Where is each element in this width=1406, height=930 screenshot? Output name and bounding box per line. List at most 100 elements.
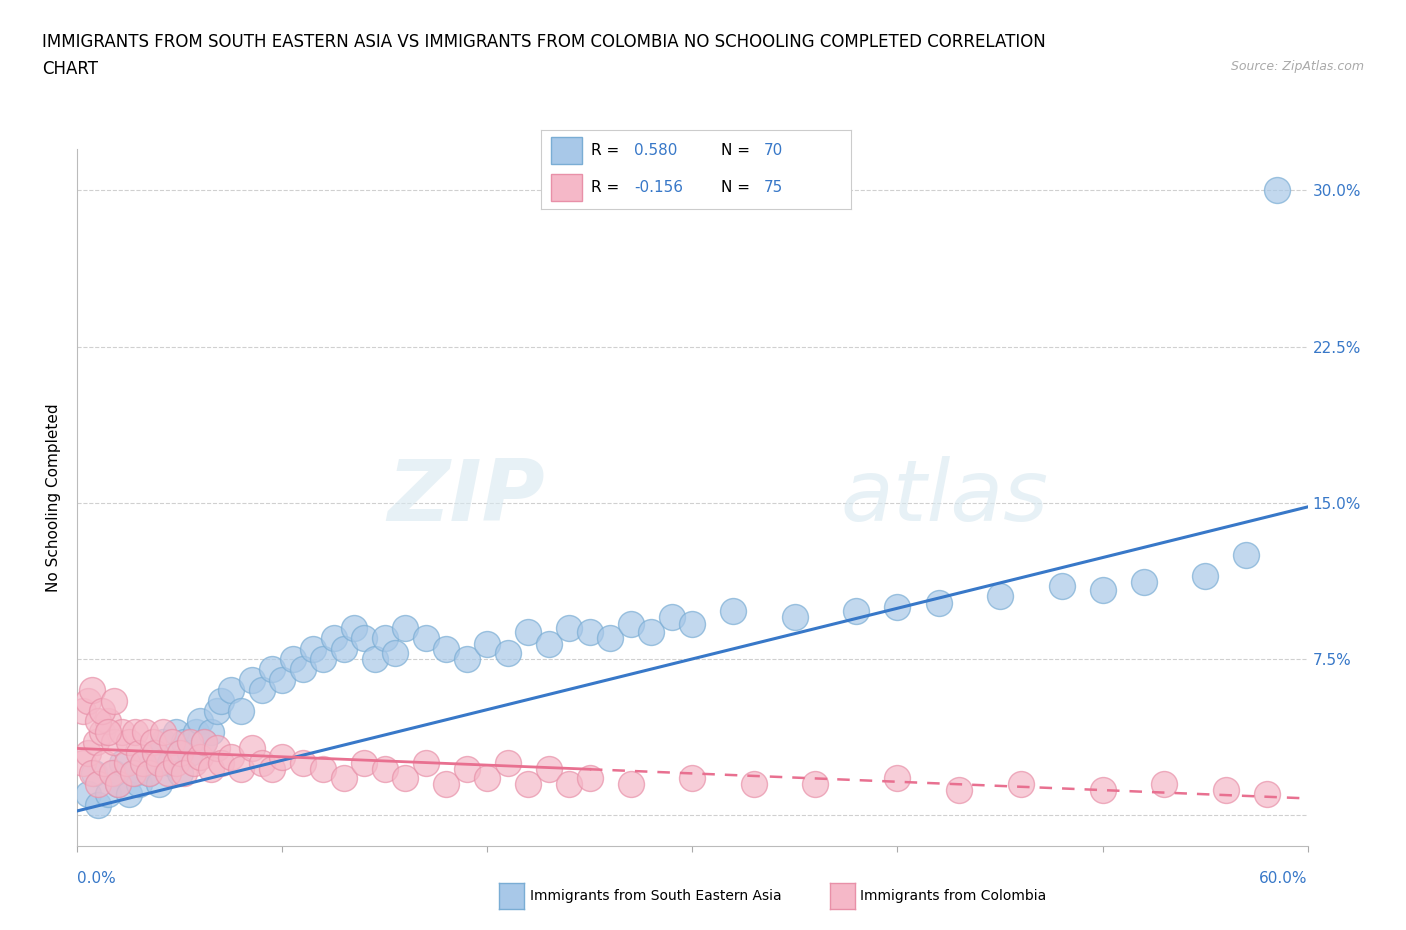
Point <box>394 770 416 785</box>
Point <box>333 641 356 656</box>
Point <box>128 777 150 791</box>
Point <box>1153 777 1175 791</box>
Point <box>322 631 344 645</box>
Point <box>517 624 540 639</box>
Text: atlas: atlas <box>841 456 1047 539</box>
Point <box>620 616 643 631</box>
Point <box>384 645 406 660</box>
Text: ZIP: ZIP <box>387 456 546 539</box>
Point <box>496 645 519 660</box>
Point <box>517 777 540 791</box>
Point <box>115 755 138 770</box>
Point <box>209 693 232 708</box>
Point <box>124 766 146 781</box>
Point <box>103 735 125 750</box>
Point <box>886 600 908 615</box>
Point <box>205 703 228 718</box>
Point <box>84 735 107 750</box>
Text: -0.156: -0.156 <box>634 180 683 195</box>
Text: Immigrants from South Eastern Asia: Immigrants from South Eastern Asia <box>530 888 782 903</box>
Point <box>219 750 242 764</box>
Point <box>97 724 120 739</box>
Point <box>723 604 745 618</box>
Point <box>948 783 970 798</box>
Point <box>579 624 602 639</box>
Bar <box>551 137 582 165</box>
Point <box>90 703 114 718</box>
Point <box>1132 575 1154 590</box>
Point <box>111 724 134 739</box>
Point <box>291 662 314 677</box>
Point <box>1265 183 1288 198</box>
Point <box>783 610 806 625</box>
Point <box>200 724 222 739</box>
Point <box>436 777 458 791</box>
Point <box>169 766 191 781</box>
Point <box>804 777 827 791</box>
Point <box>456 652 478 667</box>
Point <box>148 777 170 791</box>
Text: Immigrants from Colombia: Immigrants from Colombia <box>860 888 1046 903</box>
Point <box>537 637 560 652</box>
Point <box>240 741 263 756</box>
Point <box>76 787 98 802</box>
Point <box>240 672 263 687</box>
Point <box>159 755 181 770</box>
Point <box>374 631 396 645</box>
Point <box>179 745 201 760</box>
Point <box>1091 583 1114 598</box>
Point <box>117 735 139 750</box>
Point <box>107 777 129 791</box>
Point <box>219 683 242 698</box>
Text: 75: 75 <box>763 180 783 195</box>
Point <box>80 683 103 698</box>
Point <box>250 683 273 698</box>
Point <box>121 766 143 781</box>
Point <box>928 595 950 610</box>
Point <box>183 755 205 770</box>
Point <box>103 693 125 708</box>
Point <box>374 762 396 777</box>
Point <box>179 735 201 750</box>
Point <box>188 750 212 764</box>
Point <box>477 637 499 652</box>
Point <box>80 766 103 781</box>
Point <box>640 624 662 639</box>
Point <box>72 755 94 770</box>
Point <box>97 714 120 729</box>
Text: IMMIGRANTS FROM SOUTH EASTERN ASIA VS IMMIGRANTS FROM COLOMBIA NO SCHOOLING COMP: IMMIGRANTS FROM SOUTH EASTERN ASIA VS IM… <box>42 33 1046 50</box>
Point <box>148 755 170 770</box>
Point <box>111 755 134 770</box>
Point <box>682 616 704 631</box>
Point <box>343 620 366 635</box>
Point <box>72 703 94 718</box>
Point <box>132 755 155 770</box>
Point <box>87 777 110 791</box>
Point <box>1215 783 1237 798</box>
Point <box>1010 777 1032 791</box>
Point <box>152 724 174 739</box>
Point <box>169 745 191 760</box>
Point <box>312 652 335 667</box>
Text: N =: N = <box>721 180 755 195</box>
Point <box>558 777 581 791</box>
Point <box>138 766 160 781</box>
Point <box>742 777 765 791</box>
Point <box>1234 548 1257 563</box>
Point <box>496 755 519 770</box>
Point <box>87 714 110 729</box>
Point <box>1050 578 1073 593</box>
Point <box>101 766 124 781</box>
Point <box>76 693 98 708</box>
Point <box>599 631 621 645</box>
Text: 0.580: 0.580 <box>634 143 678 158</box>
Point <box>1091 783 1114 798</box>
Point <box>134 724 156 739</box>
Point <box>193 735 215 750</box>
Point <box>117 787 139 802</box>
Point <box>138 766 160 781</box>
Point <box>143 745 166 760</box>
Point <box>160 735 183 750</box>
Point <box>83 766 105 781</box>
Point <box>87 797 110 812</box>
